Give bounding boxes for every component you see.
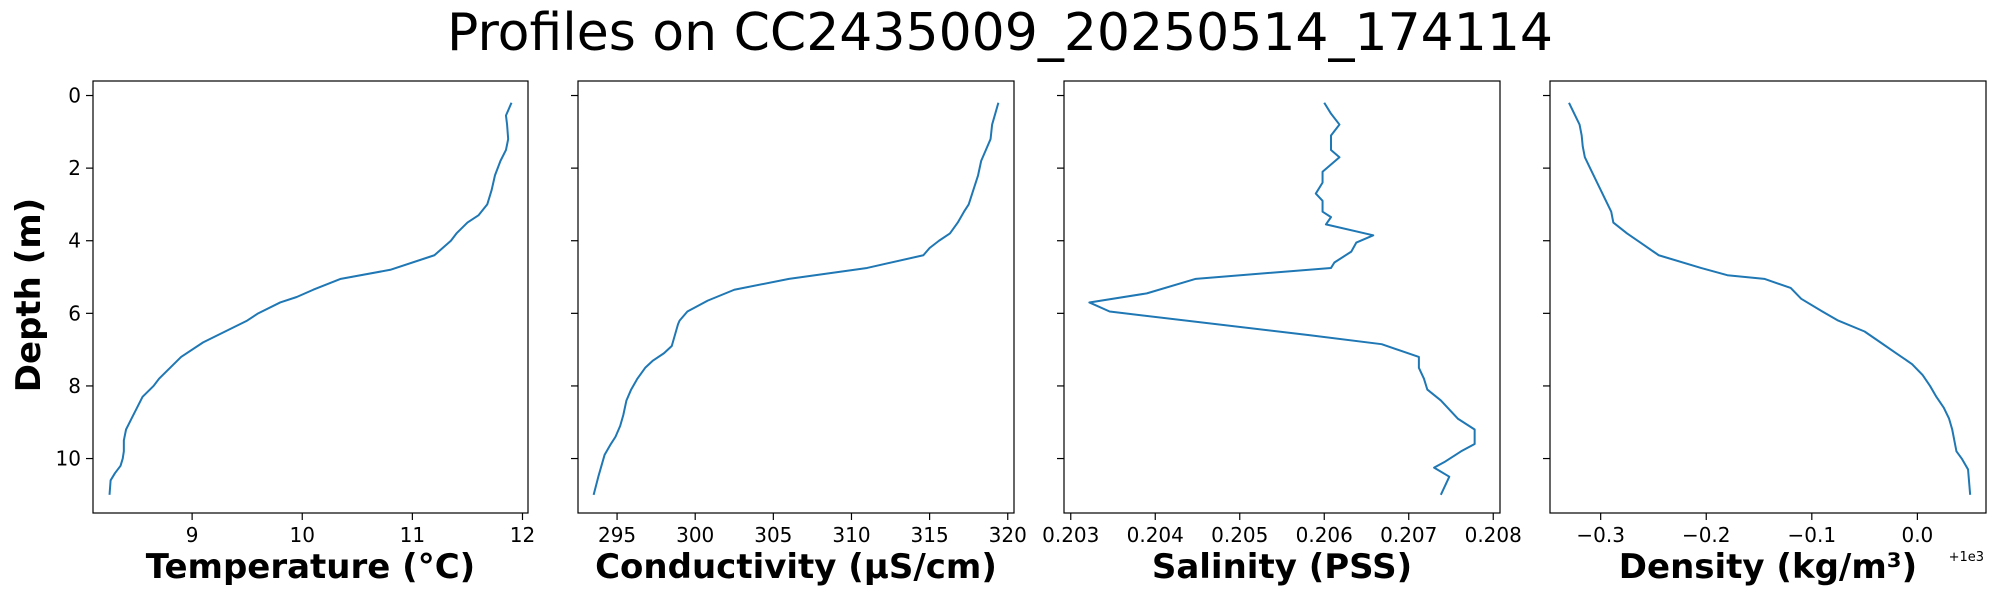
depth-tick-label: 0 [68,84,81,108]
salinity-x-axis-label: Salinity (PSS) [1152,547,1412,587]
depth-tick-label: 6 [68,301,81,325]
depth-tick-label: 10 [56,447,81,471]
conductivity-x-tick-label: 305 [754,523,792,547]
temperature-x-tick-label: 12 [510,523,535,547]
conductivity-x-tick-label: 315 [911,523,949,547]
temperature-axes-frame [92,80,529,514]
conductivity-x-axis-label: Conductivity (μS/cm) [595,547,997,587]
temperature-x-tick-label: 9 [186,523,199,547]
density-x-axis-label: Density (kg/m³) [1619,547,1917,587]
density-x-tick-label: −0.2 [1682,523,1731,547]
conductivity-x-tick-label: 310 [832,523,870,547]
conductivity-x-tick-label: 320 [989,523,1027,547]
temperature-profile-line [108,102,513,495]
figure-title: Profiles on CC2435009_20250514_174114 [447,3,1553,63]
salinity-axes-frame [1063,80,1501,514]
salinity-x-tick-label: 0.205 [1211,523,1268,547]
temperature-x-axis-label: Temperature (°C) [146,547,475,587]
salinity-x-tick-label: 0.207 [1380,523,1437,547]
temperature-x-tick-label: 10 [290,523,315,547]
y-axis-label: Depth (m) [9,198,49,392]
depth-tick-label: 4 [68,229,81,253]
depth-tick-label: 8 [68,374,81,398]
salinity-profile-line [1088,102,1476,496]
density-x-tick-label: −0.3 [1576,523,1625,547]
density-x-tick-label: −0.1 [1788,523,1837,547]
density-x-tick-label: 0.0 [1901,523,1933,547]
salinity-x-tick-label: 0.208 [1465,523,1522,547]
salinity-x-tick-label: 0.204 [1127,523,1184,547]
conductivity-axes-frame [577,80,1015,514]
density-axes-frame [1549,80,1987,514]
salinity-panel: 0.203 0.204 0.205 0.206 0.207 0.208 Salinity (… [1042,80,1522,587]
salinity-x-tick-label: 0.206 [1296,523,1353,547]
density-offset-text: +1e3 [1949,550,1984,565]
salinity-x-tick-label: 0.203 [1042,523,1099,547]
conductivity-x-tick-label: 295 [598,523,636,547]
conductivity-profile-line [592,102,1000,496]
temperature-x-tick-label: 11 [400,523,425,547]
conductivity-x-tick-label: 300 [676,523,714,547]
depth-tick-label: 2 [68,156,81,180]
density-profile-line [1568,102,1972,495]
